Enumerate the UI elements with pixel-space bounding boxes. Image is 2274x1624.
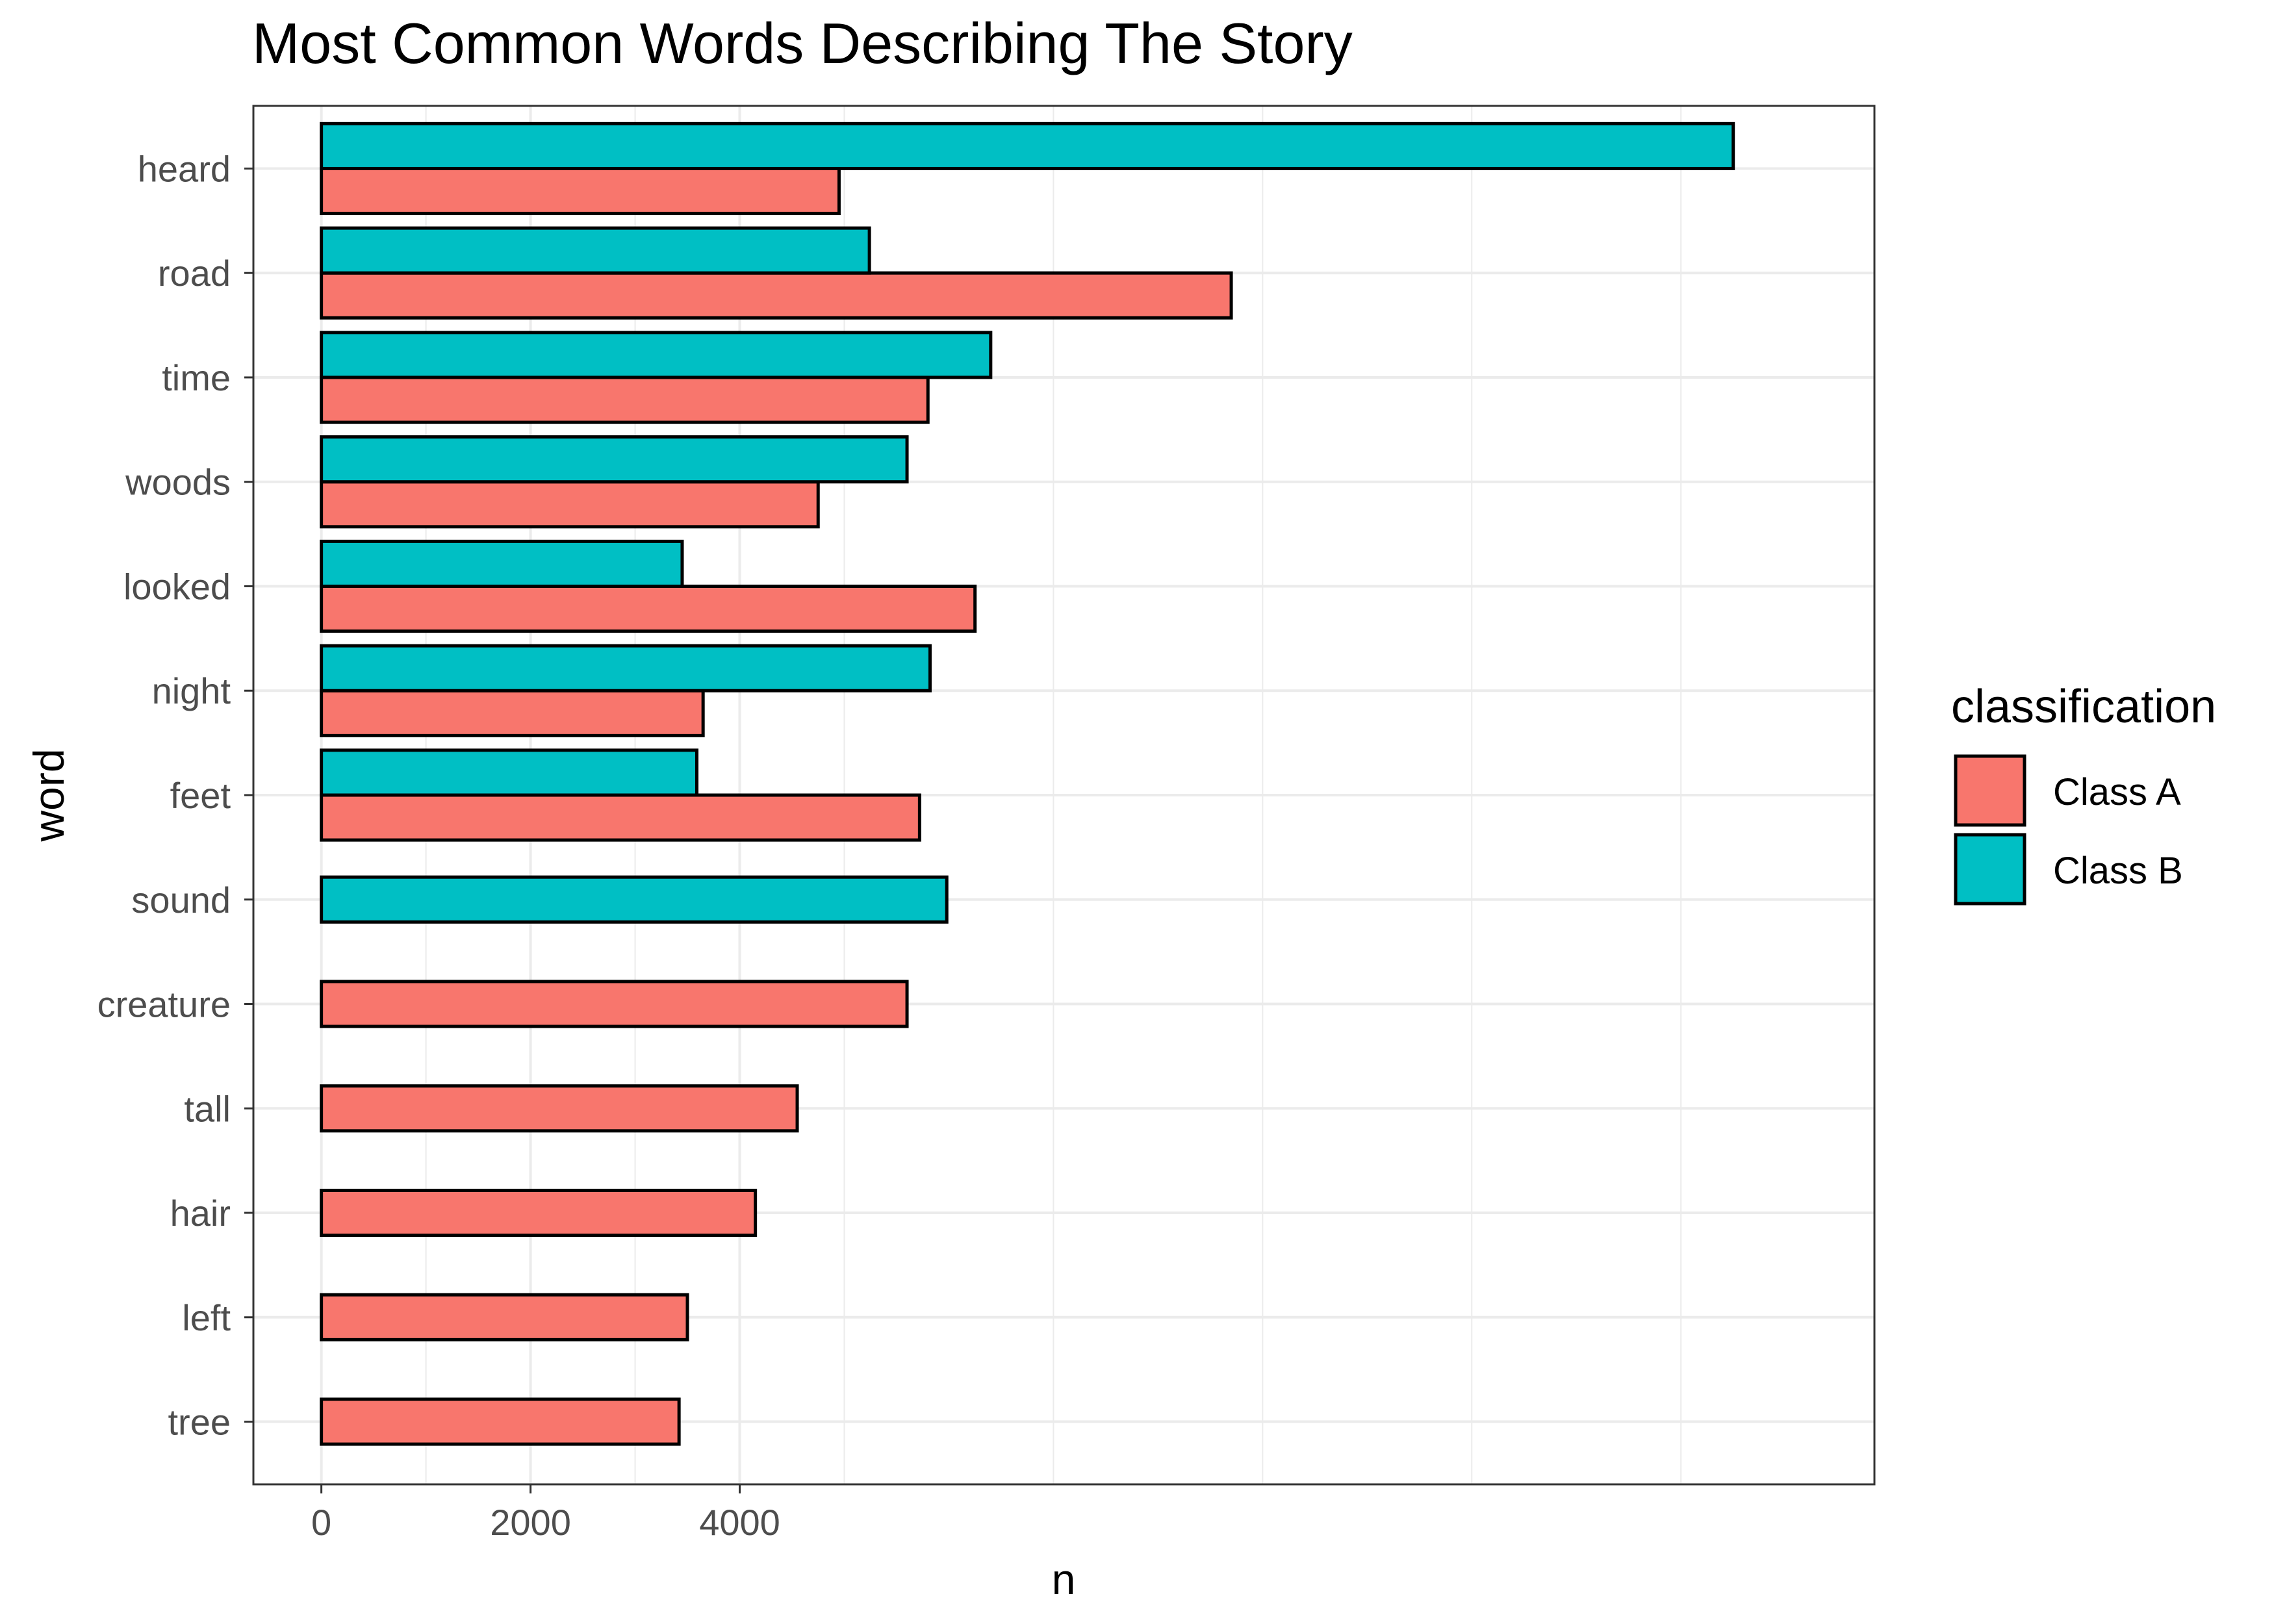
y-tick-label: looked bbox=[123, 566, 231, 607]
legend-title: classification bbox=[1951, 681, 2216, 733]
bar-class-a-heard bbox=[320, 166, 841, 216]
bar-class-b-heard bbox=[320, 121, 1735, 170]
bar-class-a-woods bbox=[320, 480, 820, 529]
legend-key-class-b bbox=[1954, 833, 2026, 906]
chart-title: Most Common Words Describing The Story bbox=[252, 11, 1353, 75]
y-tick-label: road bbox=[158, 253, 231, 294]
x-tick-label: 4000 bbox=[699, 1502, 780, 1543]
legend-label: Class B bbox=[2053, 850, 2183, 892]
y-tick-label: night bbox=[152, 670, 231, 711]
bar-class-a-left bbox=[320, 1293, 689, 1341]
bar-class-a-creature bbox=[320, 980, 909, 1028]
y-tick-label: time bbox=[162, 357, 231, 398]
legend-label: Class A bbox=[2053, 771, 2181, 813]
y-tick-label: tall bbox=[184, 1088, 231, 1129]
bar-class-a-hair bbox=[320, 1188, 758, 1237]
bar-class-a-tall bbox=[320, 1084, 799, 1133]
y-tick-label: feet bbox=[170, 775, 231, 816]
bar-class-a-feet bbox=[320, 793, 921, 842]
bar-class-b-woods bbox=[320, 435, 909, 484]
bar-class-b-looked bbox=[320, 539, 684, 588]
y-tick-label: tree bbox=[168, 1402, 231, 1443]
x-axis: 0 2000 4000 bbox=[311, 1484, 780, 1543]
bar-class-a-tree bbox=[320, 1397, 681, 1446]
bar-class-b-sound bbox=[320, 875, 949, 924]
y-tick-label: hair bbox=[170, 1193, 231, 1234]
bar-class-b-night bbox=[320, 644, 932, 692]
y-tick-label: sound bbox=[131, 880, 231, 920]
y-tick-label: left bbox=[182, 1297, 231, 1338]
bars bbox=[320, 121, 1735, 1446]
bar-class-b-feet bbox=[320, 748, 699, 797]
x-tick-label: 0 bbox=[311, 1502, 331, 1543]
legend-items: Class A Class B bbox=[1954, 754, 2183, 906]
bar-class-a-looked bbox=[320, 584, 977, 633]
bar-class-b-road bbox=[320, 226, 871, 275]
bar-class-a-night bbox=[320, 689, 705, 737]
y-axis-label: word bbox=[25, 748, 73, 842]
y-tick-label: woods bbox=[125, 462, 231, 503]
bar-class-a-time bbox=[320, 375, 930, 424]
y-axis: heard road time woods looked night feet sound cr… bbox=[97, 148, 253, 1443]
bar-class-a-road bbox=[320, 271, 1233, 320]
legend-key-class-a bbox=[1954, 754, 2026, 827]
bar-class-b-time bbox=[320, 331, 993, 379]
y-tick-label: heard bbox=[138, 148, 231, 189]
y-tick-label: creature bbox=[97, 984, 231, 1025]
x-tick-label: 2000 bbox=[490, 1502, 571, 1543]
legend: classification Class A Class B bbox=[1951, 681, 2216, 906]
x-axis-label: n bbox=[1052, 1555, 1076, 1603]
